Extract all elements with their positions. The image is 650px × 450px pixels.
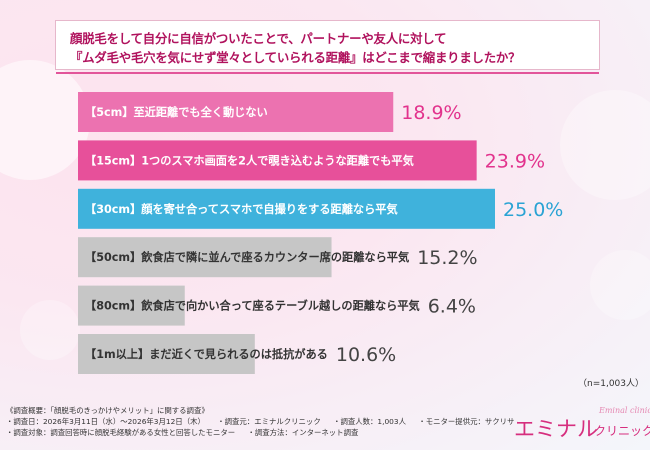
bar-4	[78, 285, 185, 326]
question-box: 顔脱毛をして自分に自信がついたことで、パートナーや友人に対して 『ムダ毛や毛穴を…	[55, 20, 600, 74]
value-label-3: 15.2%	[417, 247, 477, 269]
logo-sub-text: クリニック	[594, 424, 650, 438]
sample-size-note: （n=1,003人）	[578, 379, 645, 389]
logo-main-text: エミナル	[514, 417, 598, 441]
question-line-2: 『ムダ毛や毛穴を気にせず堂々としていられる距離』はどこまで縮まりましたか？	[70, 50, 521, 65]
survey-people: ・調査人数：1,003人	[333, 417, 406, 426]
bar-label-5: 【1m以上】まだ近くで見られるのは抵抗がある	[85, 347, 328, 361]
value-label-0: 18.9%	[401, 102, 461, 124]
survey-source: ・調査元：エミナルクリニック	[217, 417, 321, 426]
clinic-logo: Eminal clinic エミナル クリニック	[512, 403, 650, 447]
bar-chart: 【5cm】至近距離でも全く動じない 18.9% 【15cm】1つのスマホ画面を2人で…	[78, 92, 563, 374]
survey-target: ・調査対象：調査回答時に顔脱毛経験がある女性と回答したモニター	[6, 428, 236, 437]
survey-title: 《調査概要：「顔脱毛のきっかけやメリット」に関する調査》	[6, 406, 209, 415]
bar-label-3: 【50cm】飲食店で隣に並んで座るカウンター席の距離なら平気	[85, 250, 409, 264]
logo-script-text: Eminal clinic	[599, 406, 650, 415]
bar-2	[78, 188, 495, 229]
bar-0	[78, 92, 394, 132]
value-label-1: 23.9%	[485, 150, 545, 172]
bar-label-4: 【80cm】飲食店で向かい合って座るテーブル越しの距離なら平気	[85, 299, 420, 313]
question-line-1: 顔脱毛をして自分に自信がついたことで、パートナーや友人に対して	[70, 31, 447, 46]
bar-label-2: 【30cm】顔を寄せ合ってスマホで自撮りをする距離なら平気	[85, 202, 398, 216]
survey-method: ・調査方法：インターネット調査	[247, 428, 359, 437]
bar-1	[78, 140, 477, 181]
survey-provider: ・モニター提供元：サクリサ	[418, 417, 515, 426]
bar-label-1: 【15cm】1つのスマホ画面を2人で覗き込むような距離でも平気	[85, 153, 414, 167]
value-label-4: 6.4%	[428, 296, 476, 318]
bar-5	[78, 334, 255, 374]
bar-3	[78, 237, 332, 278]
bar-label-0: 【5cm】至近距離でも全く動じない	[85, 105, 268, 119]
survey-footer: 《調査概要：「顔脱毛のきっかけやメリット」に関する調査》 ・調査日：2026年3…	[6, 405, 526, 438]
survey-period: ・調査日：2026年3月11日（水）〜2026年3月12日（木）	[6, 417, 205, 426]
value-label-5: 10.6%	[336, 344, 396, 366]
value-label-2: 25.0%	[503, 199, 563, 221]
